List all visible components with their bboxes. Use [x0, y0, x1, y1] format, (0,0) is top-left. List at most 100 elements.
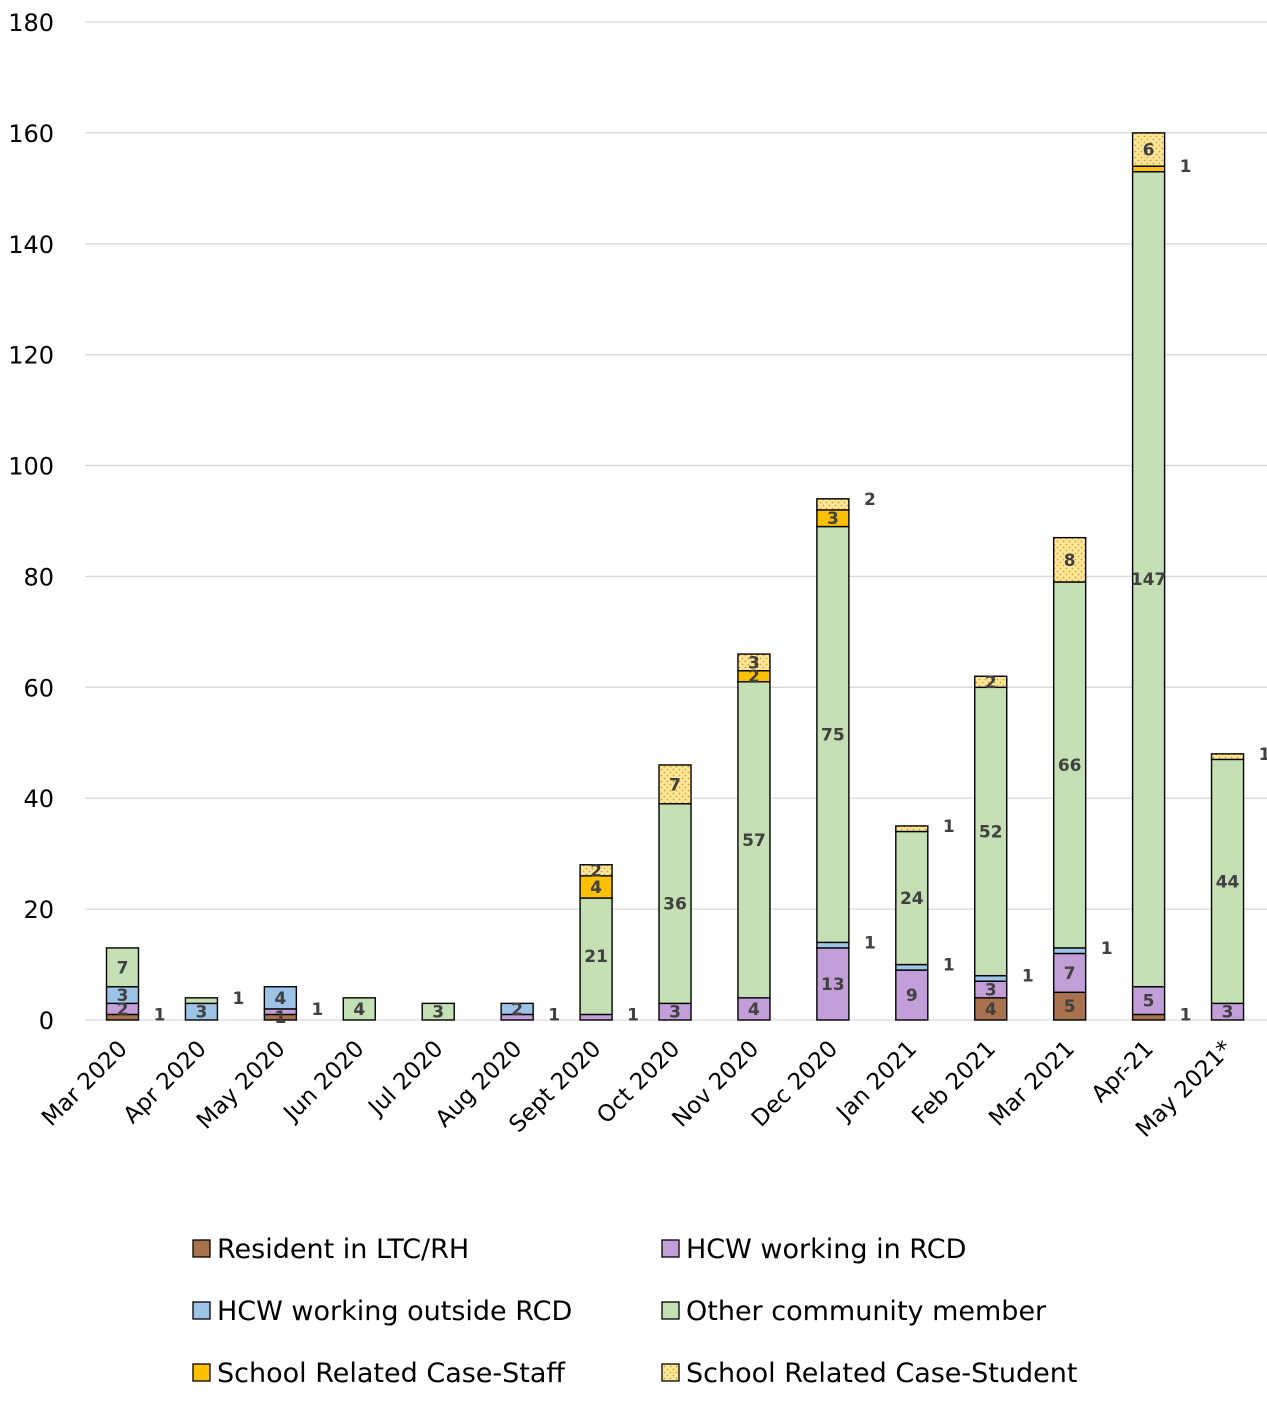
- bars: [105, 132, 1245, 1021]
- legend-swatch: [661, 1363, 680, 1382]
- data-label: 7: [1064, 964, 1076, 984]
- data-label: 4: [274, 989, 286, 1009]
- data-label: 3: [827, 509, 839, 529]
- legend-entry: HCW working outside RCD: [217, 1296, 572, 1327]
- data-label: 6: [1143, 141, 1155, 161]
- bar-segment: [895, 963, 929, 971]
- bar-segment: [1131, 165, 1166, 173]
- data-label: 66: [1058, 756, 1082, 776]
- data-label: 57: [742, 831, 766, 851]
- legend-entry: School Related Case-Student: [686, 1358, 1077, 1389]
- y-tick-label: 140: [8, 231, 54, 259]
- data-label: 3: [748, 653, 760, 673]
- data-label: 1: [1180, 157, 1192, 177]
- data-label: 1: [233, 989, 245, 1009]
- y-tick-label: 0: [39, 1007, 54, 1035]
- data-label: 147: [1131, 570, 1167, 590]
- bar-segment: [1210, 753, 1245, 761]
- bar-segment: [342, 997, 376, 1021]
- data-label: 2: [117, 1000, 129, 1020]
- bar-segment: [579, 897, 613, 1016]
- data-label: 1: [864, 933, 876, 953]
- x-tick-label: Jun 2020: [278, 1036, 370, 1128]
- bar-segment: [105, 947, 140, 988]
- data-label: 13: [821, 975, 845, 995]
- data-label: 3: [985, 981, 997, 1001]
- data-label: 2: [748, 667, 760, 687]
- bar-segment: [737, 653, 771, 672]
- x-tick-label: Dec 2020: [747, 1036, 843, 1132]
- data-label: 4: [748, 1000, 760, 1020]
- bar-segment: [1052, 536, 1087, 583]
- y-axis-ticks: 0 20 40 60 80 100 120 140 160 180: [8, 9, 54, 1035]
- legend-swatch: [192, 1239, 211, 1258]
- bar-segment: [1131, 1013, 1166, 1021]
- data-label: 3: [196, 1003, 208, 1023]
- bar-segment: [579, 864, 613, 877]
- data-label: 1: [154, 1005, 166, 1025]
- data-label: 1: [1022, 967, 1034, 987]
- data-label: 4: [353, 1000, 365, 1020]
- x-tick-label: Mar 2020: [37, 1036, 133, 1132]
- legend-swatch: [192, 1301, 211, 1320]
- data-label: 75: [821, 725, 845, 745]
- data-label: 52: [979, 822, 1003, 842]
- bar-segment: [974, 686, 1008, 977]
- y-tick-label: 180: [8, 9, 54, 37]
- bar-segment: [816, 525, 850, 944]
- data-label: 1: [1259, 745, 1267, 765]
- bar-segment: [1052, 947, 1087, 955]
- data-label: 3: [669, 1003, 681, 1023]
- y-tick-label: 60: [23, 674, 54, 702]
- bar-segment: [816, 941, 850, 949]
- data-label: 36: [663, 895, 687, 915]
- data-label: 3: [117, 986, 129, 1006]
- data-label: 1: [943, 956, 955, 976]
- bar-segment: [263, 986, 298, 1010]
- legend-entry: Resident in LTC/RH: [217, 1234, 469, 1265]
- data-label: 4: [590, 878, 602, 898]
- data-label: 1: [1180, 1005, 1192, 1025]
- legend-swatch: [661, 1301, 680, 1320]
- data-label: 3: [432, 1003, 444, 1023]
- data-label: 21: [584, 947, 608, 967]
- data-label: 1: [943, 817, 955, 837]
- legend-entry: School Related Case-Staff: [217, 1358, 566, 1389]
- y-tick-label: 120: [8, 342, 54, 370]
- bar-segment: [1052, 581, 1087, 949]
- y-tick-label: 160: [8, 120, 54, 148]
- bar-segment: [421, 1002, 455, 1021]
- data-label: 24: [900, 889, 924, 909]
- x-tick-label: Apr-21: [1087, 1036, 1159, 1108]
- bar-segment: [1131, 132, 1166, 167]
- bar-segment: [895, 830, 929, 966]
- bar-segment: [895, 825, 929, 833]
- data-label: 1: [274, 1008, 286, 1028]
- x-tick-label: Mar 2021: [984, 1036, 1080, 1132]
- data-label: 1: [311, 1000, 323, 1020]
- bar-segment: [184, 997, 219, 1005]
- bar-segment: [816, 498, 850, 511]
- data-label: 9: [906, 986, 918, 1006]
- bar-segment: [974, 675, 1008, 689]
- data-label: 44: [1216, 872, 1240, 892]
- y-tick-label: 20: [23, 896, 54, 924]
- legend-swatch: [192, 1363, 211, 1382]
- legend-swatch: [661, 1239, 680, 1258]
- bar-segment: [500, 1002, 534, 1016]
- legend-entry: HCW working in RCD: [686, 1234, 966, 1265]
- data-label: 2: [864, 490, 876, 510]
- data-label: 1: [627, 1005, 639, 1025]
- y-tick-label: 80: [23, 563, 54, 591]
- data-label: 7: [117, 958, 129, 978]
- data-label: 2: [511, 1000, 523, 1020]
- data-label: 3: [1222, 1003, 1234, 1023]
- bar-segment: [1052, 952, 1087, 993]
- data-label: 5: [1143, 992, 1155, 1012]
- legend-entry: Other community member: [686, 1296, 1047, 1327]
- y-tick-label: 40: [23, 785, 54, 813]
